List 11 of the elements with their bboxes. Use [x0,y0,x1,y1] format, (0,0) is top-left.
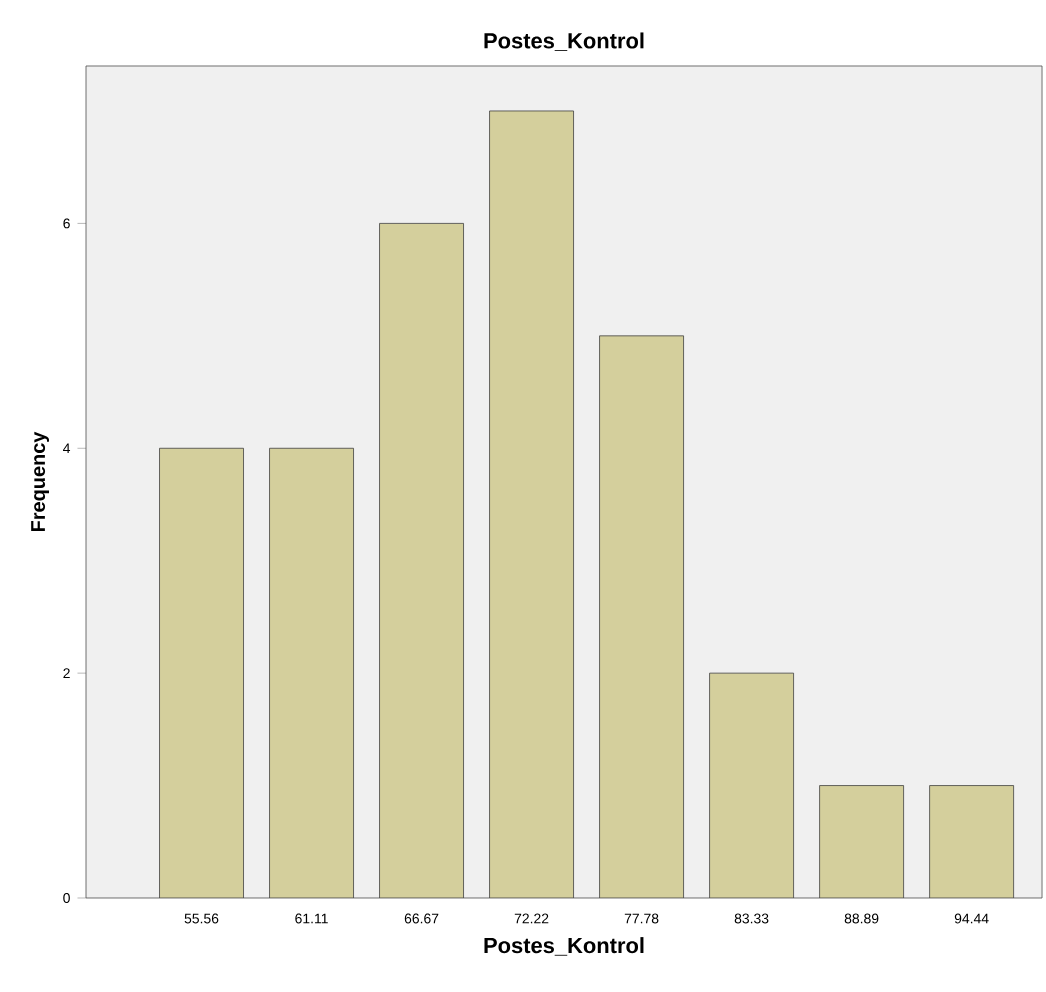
bar [599,335,684,898]
bar [269,448,354,898]
bar [929,785,1015,898]
x-axis-title: Postes_Kontrol [484,937,644,956]
y-axis-title: Frequency [31,431,50,532]
bar [819,785,904,898]
bar [159,448,244,898]
chart-title: Postes_Kontrol [484,32,644,52]
bar [489,110,574,898]
bar [709,673,794,898]
bar [379,223,464,898]
